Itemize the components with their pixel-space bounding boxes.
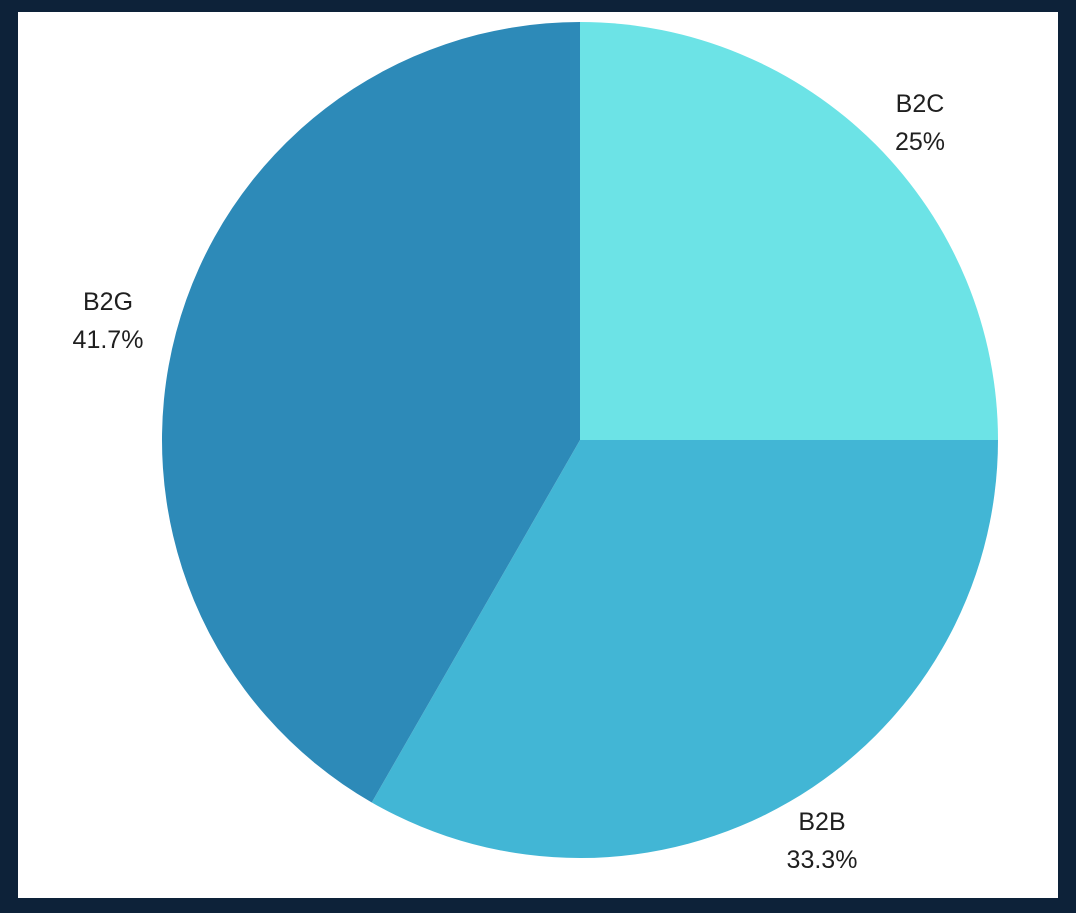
pie-slice-b2c [580, 22, 998, 440]
pie-slice-b2b [371, 440, 998, 859]
slice-label-b2g: B2G [83, 288, 133, 316]
slice-value-b2g: 41.7% [73, 326, 144, 354]
pie-labels: B2C 25% B2B 33.3% B2G 41.7% [73, 90, 945, 874]
pie-slices [161, 21, 998, 859]
slice-label-b2b: B2B [798, 808, 845, 836]
slice-label-b2c: B2C [896, 90, 945, 118]
slice-value-b2b: 33.3% [787, 846, 858, 874]
pie-slice-b2g [161, 21, 580, 803]
slice-value-b2c: 25% [895, 128, 945, 156]
